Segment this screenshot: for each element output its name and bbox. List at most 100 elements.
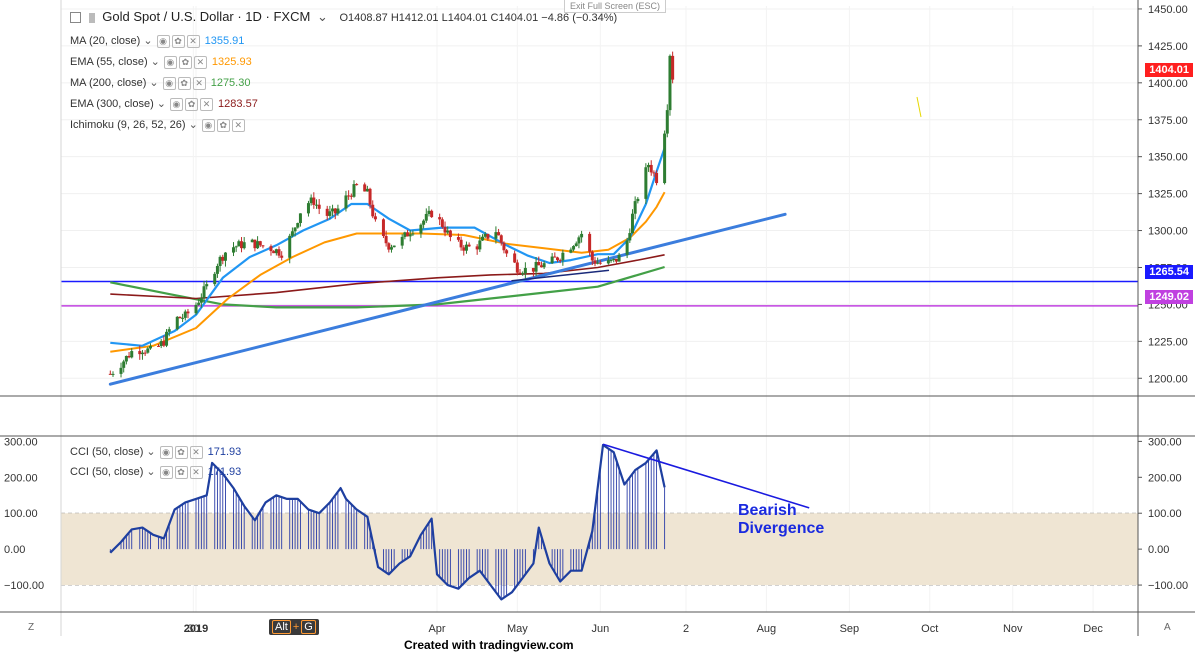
auto-scale-button[interactable]: A <box>1164 622 1171 633</box>
chevron-down-icon[interactable]: ⌄ <box>143 35 153 47</box>
candle-body <box>590 251 594 261</box>
close-icon[interactable]: ✕ <box>231 118 245 132</box>
indicator-buttons[interactable]: ◉ ✿ ✕ <box>156 34 202 48</box>
candle-body <box>108 373 112 375</box>
indicator-buttons[interactable]: ◉ ✿ ✕ <box>162 76 208 90</box>
candle-body <box>464 244 468 251</box>
trendline <box>511 269 610 282</box>
cci-line <box>109 443 666 601</box>
indicator-buttons[interactable]: ◉ ✿ ✕ <box>201 118 247 132</box>
chevron-down-icon[interactable]: ⌄ <box>156 98 166 110</box>
candle-body <box>148 345 152 349</box>
cci-tick-label-right: 0.00 <box>1148 544 1169 556</box>
indicator-legend[interactable]: EMA (55, close) ⌄ ◉ ✿ ✕ 1325.93 <box>70 55 252 69</box>
candle-body <box>344 195 348 209</box>
hotkey-alt: Alt <box>272 620 291 634</box>
zoom-reset-button[interactable]: Z <box>28 622 35 633</box>
candle-body <box>280 255 284 258</box>
visibility-icon[interactable]: ◉ <box>201 118 215 132</box>
candle-body <box>328 211 332 216</box>
candle-body <box>513 253 517 263</box>
indicator-buttons[interactable]: ◉ ✿ ✕ <box>169 97 215 111</box>
candle-body <box>194 304 198 314</box>
chevron-down-icon[interactable]: ⌄ <box>149 77 159 89</box>
symbol-label[interactable]: Gold Spot / U.S. Dollar · 1D · FXCM <box>102 9 311 24</box>
time-tick-label: Jun <box>591 623 609 635</box>
candle-body <box>515 262 519 273</box>
cci-pane[interactable] <box>109 443 810 601</box>
indicator-legend[interactable]: MA (200, close) ⌄ ◉ ✿ ✕ 1275.30 <box>70 76 250 90</box>
candle-body <box>165 331 169 346</box>
chevron-down-icon[interactable]: ⌄ <box>188 119 198 131</box>
cci-buttons[interactable]: ◉ ✿ ✕ <box>159 465 205 479</box>
close-icon[interactable]: ✕ <box>193 55 207 69</box>
settings-icon[interactable]: ✿ <box>177 76 191 90</box>
indicator-value: 1355.91 <box>204 35 245 47</box>
candle-body <box>143 352 147 354</box>
cci-legend[interactable]: CCI (50, close) ⌄ ◉ ✿ ✕ 171.93 <box>70 445 241 459</box>
candle-body <box>221 256 225 261</box>
settings-icon[interactable]: ✿ <box>216 118 230 132</box>
settings-icon[interactable]: ✿ <box>178 55 192 69</box>
visibility-icon[interactable]: ◉ <box>159 465 173 479</box>
candle-body <box>430 210 434 218</box>
candle-body <box>258 241 262 246</box>
candle-body <box>574 243 578 247</box>
candle-body <box>175 316 179 330</box>
time-tick-label: May <box>507 623 528 635</box>
settings-icon[interactable]: ✿ <box>171 34 185 48</box>
candle-body <box>261 245 265 247</box>
price-pane[interactable] <box>61 51 1138 386</box>
candle-body <box>336 208 340 214</box>
purple-level-tag: 1249.02 <box>1145 290 1193 304</box>
visibility-icon[interactable]: ◉ <box>163 55 177 69</box>
visibility-icon[interactable]: ◉ <box>156 34 170 48</box>
candle-body <box>253 239 257 249</box>
hotkey-plus: + <box>292 621 300 633</box>
close-icon[interactable]: ✕ <box>192 76 206 90</box>
indicator-legend[interactable]: EMA (300, close) ⌄ ◉ ✿ ✕ 1283.57 <box>70 97 258 111</box>
candle-body <box>186 311 190 314</box>
candle-body <box>368 188 372 205</box>
candle-body <box>274 249 278 254</box>
close-icon[interactable]: ✕ <box>186 34 200 48</box>
cci-buttons[interactable]: ◉ ✿ ✕ <box>159 445 205 459</box>
close-icon[interactable]: ✕ <box>199 97 213 111</box>
candle-body <box>162 341 166 346</box>
settings-icon[interactable]: ✿ <box>184 97 198 111</box>
chevron-down-icon[interactable]: ⌄ <box>146 466 156 478</box>
candle-body <box>539 265 543 268</box>
candle-body <box>486 233 490 239</box>
chevron-down-icon[interactable]: ⌄ <box>146 446 156 458</box>
cci-legend[interactable]: CCI (50, close) ⌄ ◉ ✿ ✕ 171.93 <box>70 465 241 479</box>
candle-body <box>609 259 613 261</box>
candle-body <box>111 373 115 375</box>
indicator-value: 1283.57 <box>218 98 258 110</box>
indicator-legend[interactable]: Ichimoku (9, 26, 52, 26) ⌄ ◉ ✿ ✕ <box>70 118 247 132</box>
hotkey-g: G <box>301 620 316 634</box>
settings-icon[interactable]: ✿ <box>174 445 188 459</box>
candle-body <box>349 195 353 197</box>
last-price-tag: 1404.01 <box>1145 63 1193 77</box>
candle-body <box>218 256 222 266</box>
time-tick-label: Apr <box>428 623 445 635</box>
candle-body <box>373 216 377 220</box>
close-icon[interactable]: ✕ <box>189 445 203 459</box>
settings-icon[interactable]: ✿ <box>174 465 188 479</box>
visibility-icon[interactable]: ◉ <box>162 76 176 90</box>
chevron-down-icon[interactable]: ⌄ <box>150 56 160 68</box>
chevron-down-icon[interactable]: ⌄ <box>316 9 328 24</box>
collapse-icon[interactable] <box>70 12 81 24</box>
close-icon[interactable]: ✕ <box>189 465 203 479</box>
candle-body <box>550 256 554 264</box>
candle-body <box>240 241 244 249</box>
annotation-bearish: Bearish <box>738 502 797 519</box>
candle-body <box>556 257 559 261</box>
indicator-buttons[interactable]: ◉ ✿ ✕ <box>163 55 209 69</box>
visibility-icon[interactable]: ◉ <box>159 445 173 459</box>
indicator-legend[interactable]: MA (20, close) ⌄ ◉ ✿ ✕ 1355.91 <box>70 34 244 48</box>
candle-body <box>202 286 206 298</box>
exit-fullscreen-button[interactable]: Exit Full Screen (ESC) <box>564 0 667 13</box>
visibility-icon[interactable]: ◉ <box>169 97 183 111</box>
